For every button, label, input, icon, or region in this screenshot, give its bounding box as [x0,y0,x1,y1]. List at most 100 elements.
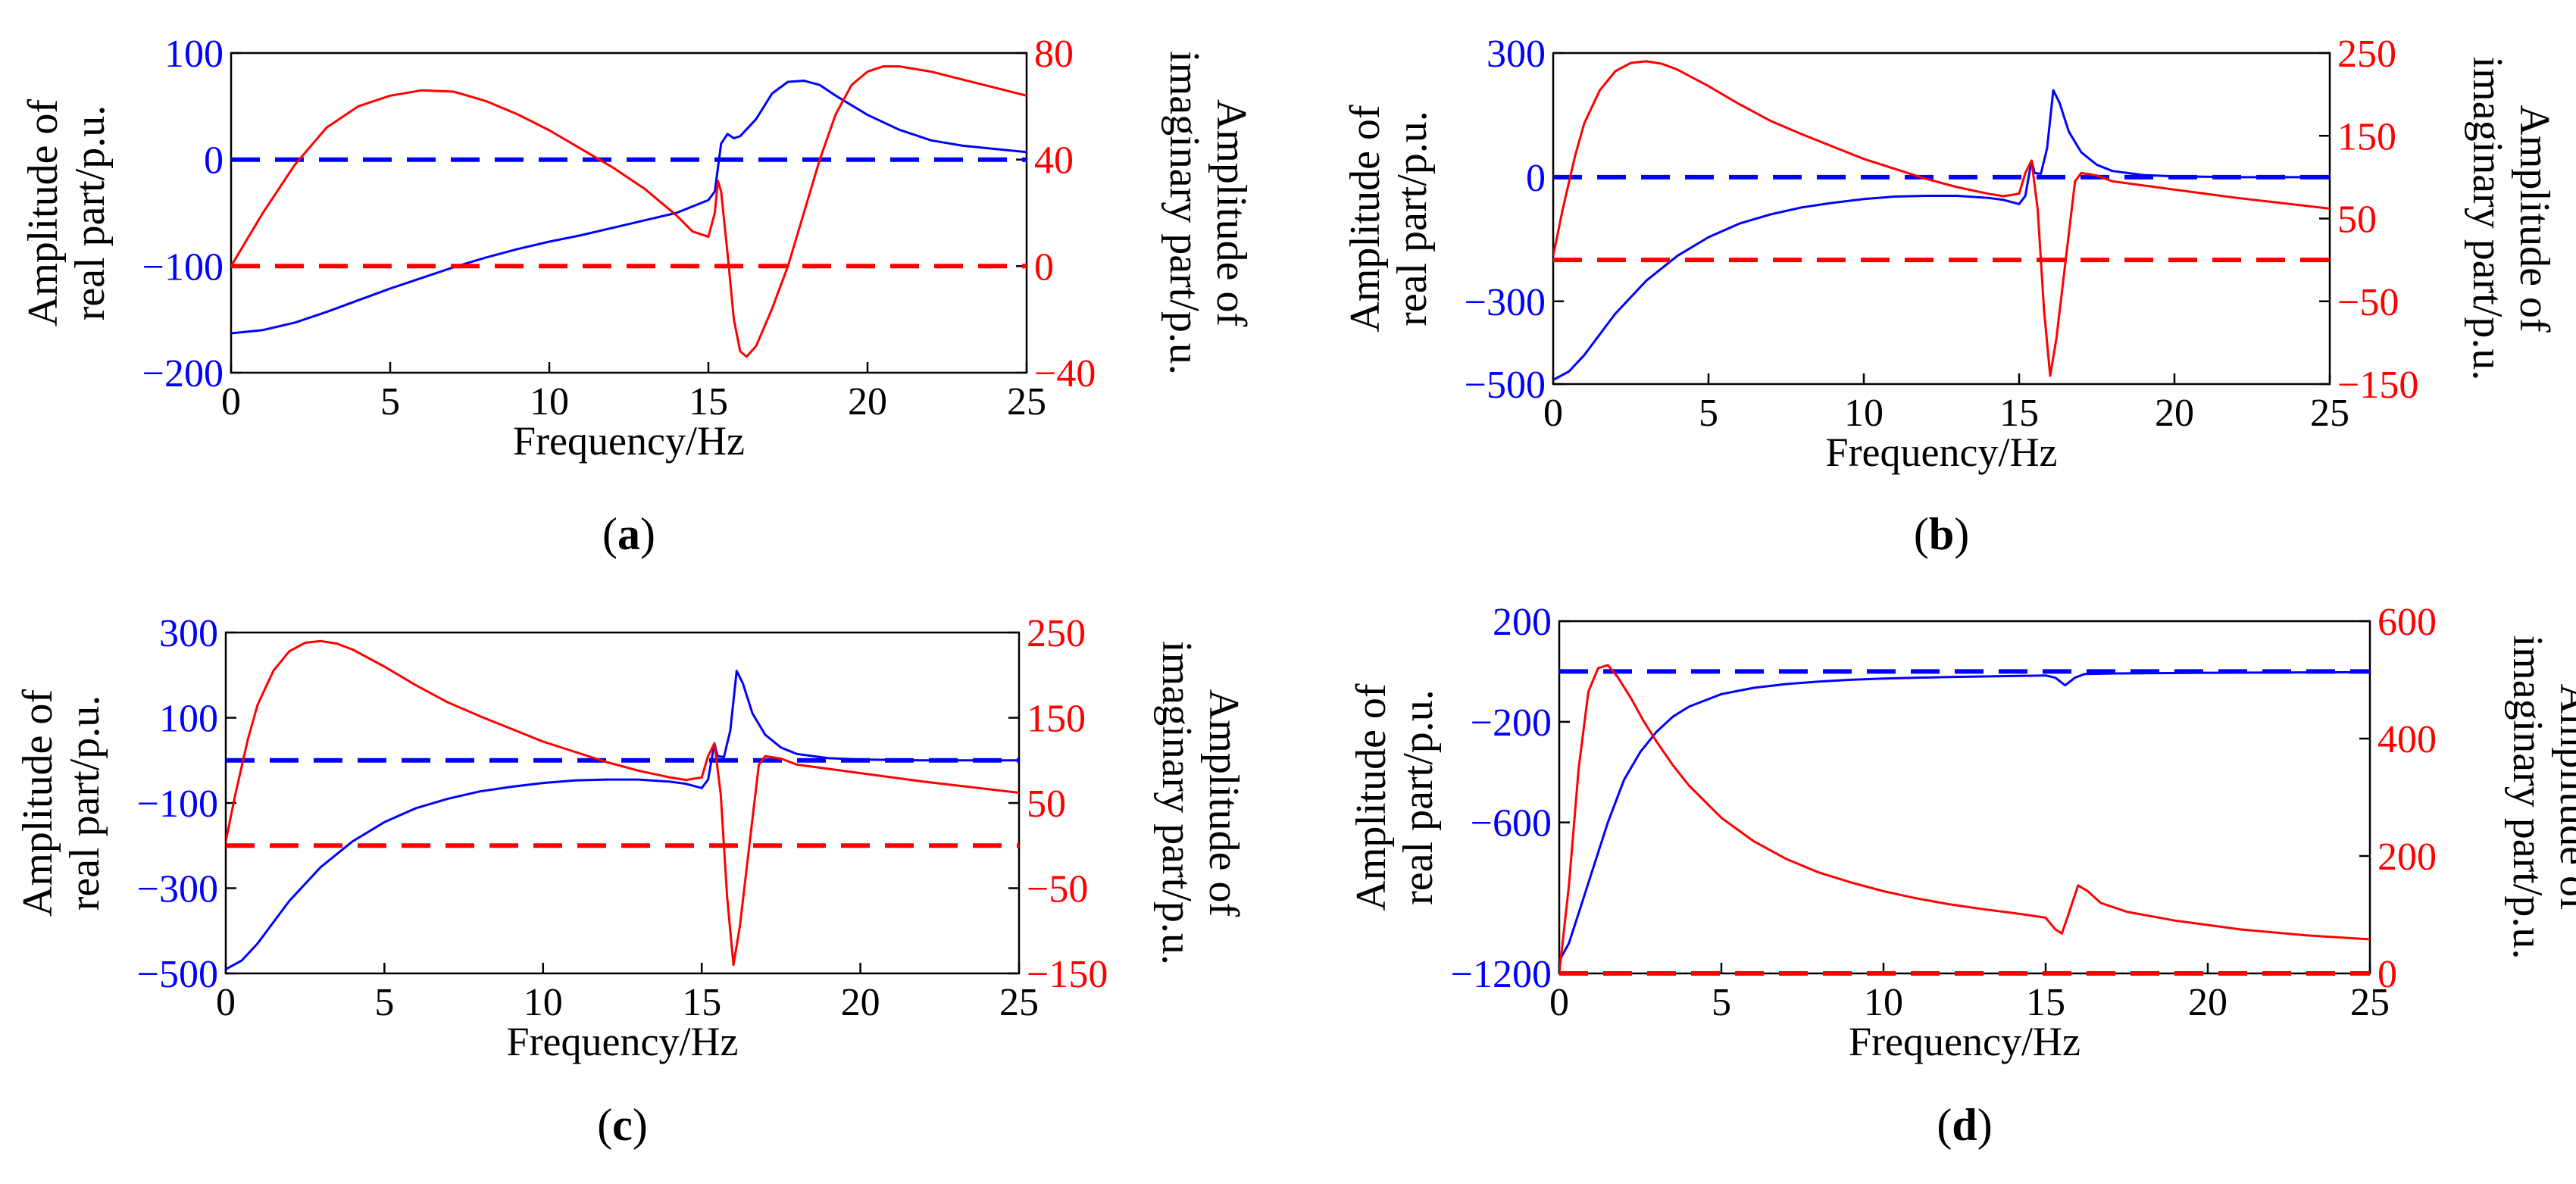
panel-caption: (a) [602,509,655,559]
y-right-tick-label: 50 [1027,783,1066,826]
y-right-tick-label: 0 [2377,953,2397,996]
y-right-tick-label: 50 [2337,198,2377,242]
x-tick-label: 15 [689,380,728,423]
y-left-label-line2: real part/p.u. [67,105,114,321]
x-tick-label: 25 [999,981,1039,1024]
series-line-imag [231,65,1027,358]
y-right-tick-label: 150 [1027,698,1086,741]
x-tick-label: 25 [1007,380,1046,423]
plot-frame [230,52,1028,374]
x-tick-label: 25 [2350,981,2390,1024]
y-left-label-line1: Amplitude of [20,99,67,327]
y-left-tick-label: 300 [1487,33,1546,76]
y-right-label-line2: Amplitude of [2551,683,2576,911]
y-right-tick-label: −40 [1034,352,1096,395]
y-right-tick-label: 40 [1034,139,1074,183]
x-tick-label: 0 [216,981,236,1024]
panel-caption: (d) [1937,1100,1992,1150]
y-left-label-line2: real part/p.u. [61,695,108,911]
y-right-label-line1: imaginary part/p.u. [1161,51,1208,375]
plot-frame [224,631,1021,975]
y-left-tick-label: −500 [1465,364,1546,407]
y-right-tick-label: 200 [2377,836,2437,879]
x-tick-label: 20 [841,981,880,1024]
y-right-label-line2: Amplitude of [1200,689,1247,917]
y-right-tick-label: 400 [2377,718,2437,761]
y-left-tick-label: −1200 [1451,953,1552,996]
y-left-label-line1: Amplitude of [14,689,61,917]
y-left-label-line2: real part/p.u. [1389,111,1436,326]
y-left-tick-label: −300 [137,868,218,911]
y-left-tick-label: −600 [1471,802,1552,845]
y-left-tick-label: 0 [1526,157,1546,200]
y-left-tick-label: 200 [1493,601,1552,644]
y-right-tick-label: 150 [2337,115,2396,158]
series-line-real [1559,670,2370,962]
y-left-tick-label: −100 [142,245,224,289]
y-right-tick-label: 0 [1034,245,1054,289]
chart-panel-b: 0 5 10 15 20 25 −500 −300 0 300 −150 −50 50 150 250 Fre… [1342,33,2558,559]
y-left-tick-label: −100 [137,783,218,826]
x-tick-label: 0 [1543,392,1563,435]
y-left-tick-label: 100 [164,33,224,76]
x-tick-label: 20 [848,380,887,423]
y-left-tick-label: −300 [1465,281,1546,324]
x-tick-label: 15 [2026,981,2065,1024]
panel-caption: (b) [1914,509,1969,559]
series-line-imag [226,639,1019,967]
x-axis-label: Frequency/Hz [1826,430,2058,475]
series-line-real [226,670,1019,970]
plot-frame [1552,52,2331,386]
x-tick-label: 20 [2155,392,2194,435]
x-tick-label: 10 [1864,981,1903,1024]
y-right-tick-label: 80 [1034,33,1074,76]
x-tick-label: 10 [524,981,563,1024]
series-line-real [1553,89,2330,381]
x-tick-label: 5 [380,380,400,423]
chart-panel-a: 0 5 10 15 20 25 −200 −100 0 100 −40 0 40 80 Frequency/… [20,33,1255,559]
y-right-tick-label: 600 [2377,601,2437,644]
x-tick-label: 10 [1844,392,1884,435]
y-right-tick-label: −150 [2337,364,2418,407]
x-tick-label: 5 [1712,981,1731,1024]
panel-caption: (c) [597,1100,648,1150]
x-tick-label: 25 [2310,392,2349,435]
y-right-label-line1: imaginary part/p.u. [2464,57,2511,381]
x-tick-label: 5 [374,981,394,1024]
x-axis-label: Frequency/Hz [1849,1019,2080,1064]
chart-panel-d: 0 5 10 15 20 25 −1200 −600 −200 200 0 200 400 600 Freq… [1348,601,2576,1150]
y-left-tick-label: −200 [1471,701,1552,745]
y-left-label-line2: real part/p.u. [1395,689,1442,905]
y-left-tick-label: −500 [137,953,218,996]
series-line-imag [1559,664,2370,974]
x-axis-label: Frequency/Hz [507,1019,739,1064]
x-tick-label: 15 [1999,392,2039,435]
y-right-tick-label: −50 [2337,281,2399,324]
x-tick-label: 5 [1699,392,1718,435]
y-left-tick-label: −200 [142,352,224,395]
y-left-tick-label: 300 [159,612,218,655]
y-left-tick-label: 100 [159,698,218,741]
y-right-tick-label: −150 [1027,953,1108,996]
x-axis-label: Frequency/Hz [513,418,745,464]
x-tick-label: 0 [221,380,241,423]
y-right-label-line2: Amplitude of [1208,99,1255,327]
chart-panel-c: 0 5 10 15 20 25 −500 −300 −100 100 300 −150 −50 50 150… [14,612,1247,1150]
y-right-label-line1: imaginary part/p.u. [2504,636,2551,960]
y-left-label-line1: Amplitude of [1342,105,1389,333]
x-tick-label: 15 [682,981,721,1024]
y-right-tick-label: 250 [1027,612,1086,655]
plot-frame [1558,620,2371,975]
y-right-tick-label: 250 [2337,33,2396,76]
series-line-imag [1553,60,2330,377]
x-tick-label: 10 [530,380,569,423]
y-right-tick-label: −50 [1027,868,1088,911]
y-left-tick-label: 0 [204,139,224,183]
y-right-label-line2: Amplitude of [2511,105,2558,333]
x-tick-label: 20 [2188,981,2227,1024]
y-right-label-line1: imaginary part/p.u. [1153,641,1200,965]
y-left-label-line1: Amplitude of [1348,683,1395,911]
x-tick-label: 0 [1549,981,1569,1024]
series-line-real [231,80,1027,335]
